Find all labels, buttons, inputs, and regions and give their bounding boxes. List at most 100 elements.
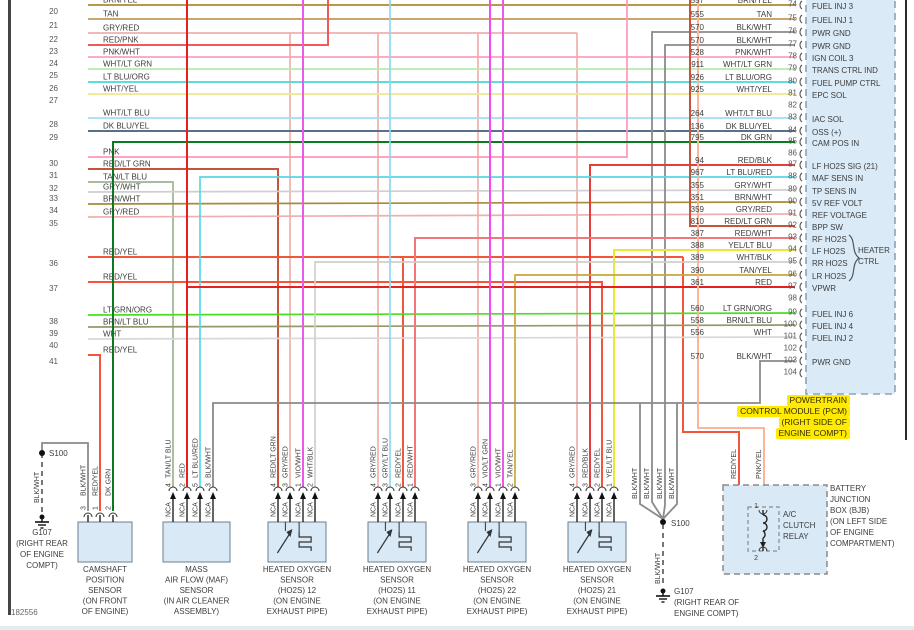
pcm-pin-label: FUEL INJ 4 bbox=[812, 322, 854, 331]
pcm-pin-number: 84 bbox=[788, 126, 797, 135]
o2-element-icon bbox=[398, 532, 412, 551]
wire bbox=[41, 442, 89, 511]
pcm-pin-number: 92 bbox=[788, 221, 797, 230]
sensor-pin-number: 1 bbox=[408, 483, 415, 487]
row-color-label: GRY/RED bbox=[103, 208, 140, 217]
sensor-pin-number: 2 bbox=[595, 483, 602, 487]
sensor-pin-color-label: RED/BLK bbox=[583, 448, 590, 478]
sensor-name: HEATED OXYGEN SENSOR (HO2S) 21 (ON ENGINE EX… bbox=[563, 565, 632, 616]
pcm-location-line: POWERTRAIN bbox=[786, 395, 850, 406]
pcm-wire-number: 967 bbox=[691, 168, 705, 177]
sensor-pin-number: 3 bbox=[471, 483, 478, 487]
pcm-pin-number: 76 bbox=[788, 27, 797, 36]
heater-arrow-icon bbox=[586, 529, 593, 537]
arrow-up-icon bbox=[487, 492, 493, 499]
pcm-wire-number: 351 bbox=[691, 193, 705, 202]
pcm-wire-number: 264 bbox=[691, 109, 705, 118]
pcm-pin-connector-icon bbox=[799, 270, 803, 280]
pcm-wire-color: TAN bbox=[757, 10, 773, 19]
row-number: 35 bbox=[49, 219, 58, 228]
pcm-pin-number: 93 bbox=[788, 233, 797, 242]
pcm-pin-label: IAC SOL bbox=[812, 115, 844, 124]
nca-label: NCA bbox=[193, 502, 200, 517]
nca-label: NCA bbox=[396, 502, 403, 517]
pcm-pin-label: PWR GND bbox=[812, 358, 851, 367]
pcm-pin-connector-icon bbox=[799, 160, 803, 170]
pcm-pin-connector-icon bbox=[799, 14, 803, 24]
pcm-pin-number: 97 bbox=[788, 282, 797, 291]
row-number: 37 bbox=[49, 284, 58, 293]
pcm-pin-label: FUEL INJ 1 bbox=[812, 16, 854, 25]
sensor-pin-connector-icon bbox=[298, 486, 308, 492]
heater-arrow-icon bbox=[386, 529, 393, 537]
sensor-pin-connector-icon bbox=[572, 486, 582, 492]
sensor-pin-color-label: WHT/BLK bbox=[308, 447, 315, 478]
pcm-wire-number: 911 bbox=[691, 60, 704, 69]
sensor-pin-connector-icon bbox=[182, 486, 192, 492]
sensor-pin-connector-icon bbox=[83, 512, 93, 518]
sensor-pin-connector-icon bbox=[285, 486, 295, 492]
row-number: 20 bbox=[49, 7, 58, 16]
sensor-pin-connector-icon bbox=[273, 486, 283, 492]
sensor-pin-number: 2 bbox=[106, 506, 113, 510]
sensor-pin-connector-icon bbox=[168, 486, 178, 492]
row-number: 34 bbox=[49, 206, 58, 215]
wire bbox=[589, 164, 795, 487]
pcm-wire-number: 570 bbox=[691, 23, 705, 32]
sensor-pin-connector-icon bbox=[597, 486, 607, 492]
nca-label: NCA bbox=[471, 502, 478, 517]
sensor-name: HEATED OXYGEN SENSOR (HO2S) 22 (ON ENGINE EX… bbox=[463, 565, 532, 616]
row-color-label: WHT bbox=[103, 330, 121, 339]
pcm-wire-color: LT BLU/ORG bbox=[725, 73, 772, 82]
arrow-up-icon bbox=[512, 492, 518, 499]
nca-label: NCA bbox=[371, 502, 378, 517]
pcm-pin-number: 86 bbox=[788, 149, 797, 158]
arrow-up-icon bbox=[287, 492, 293, 499]
sensor-pin-connector-icon bbox=[195, 486, 205, 492]
pcm-pin-connector-icon bbox=[799, 308, 803, 318]
nca-label: NCA bbox=[508, 502, 515, 517]
pcm-pin-connector-icon bbox=[799, 113, 803, 123]
o2-element-icon bbox=[298, 532, 312, 551]
heater-ctrl-bracket-icon bbox=[848, 234, 860, 282]
pcm-pin-label: 5V REF VOLT bbox=[812, 199, 863, 208]
row-color-label: TAN bbox=[103, 10, 119, 19]
splice-s100-icon bbox=[660, 519, 666, 525]
arrow-up-icon bbox=[210, 492, 216, 499]
pcm-wire-color: BRN/YEL bbox=[738, 0, 773, 5]
pcm-pin-label: MAF SENS IN bbox=[812, 174, 863, 183]
battery-junction-box-label: BATTERY JUNCTION BOX (BJB) (ON LEFT SIDE… bbox=[830, 484, 895, 548]
nca-label: NCA bbox=[595, 502, 602, 517]
sensor-pin-connector-icon bbox=[208, 486, 218, 492]
pcm-wire-color: RED bbox=[755, 278, 772, 287]
pcm-pin-label: BPP SW bbox=[812, 223, 843, 232]
sensor-pin-number: 4 bbox=[371, 483, 378, 487]
sensor-pin-color-label: TAN/YEL bbox=[508, 449, 515, 478]
row-color-label: PNK/WHT bbox=[103, 48, 140, 57]
pcm-wire-number: 359 bbox=[691, 205, 705, 214]
sensor-pin-color-label: RED bbox=[180, 463, 187, 478]
row-number: 27 bbox=[49, 96, 58, 105]
wire-color-label: BLK/WHT bbox=[657, 467, 664, 499]
pcm-wire-color: DK BLU/YEL bbox=[726, 122, 773, 131]
wire bbox=[697, 0, 765, 510]
pcm-pin-connector-icon bbox=[799, 282, 803, 292]
pcm-pin-number: 74 bbox=[788, 0, 797, 9]
pcm-pin-label: TP SENS IN bbox=[812, 187, 857, 196]
pcm-wire-number: 528 bbox=[691, 48, 705, 57]
pcm-pin-number: 102 bbox=[784, 344, 798, 353]
pcm-wire-color: PNK/WHT bbox=[735, 48, 772, 57]
sensor-pin-color-label: RED/LT GRN bbox=[271, 436, 278, 478]
sensor-pin-connector-icon bbox=[398, 486, 408, 492]
nca-label: NCA bbox=[408, 502, 415, 517]
row-number: 21 bbox=[49, 21, 58, 30]
sensor-box bbox=[267, 521, 327, 563]
pcm-wire-color: BLK/WHT bbox=[736, 36, 772, 45]
sensor-pin-number: 4 bbox=[271, 483, 278, 487]
pcm-box bbox=[805, 0, 896, 395]
pcm-pin-label: LR HO2S bbox=[812, 272, 846, 281]
sensor-pin-color-label: VIO/WHT bbox=[296, 447, 303, 478]
wire bbox=[639, 403, 664, 520]
wire bbox=[414, 237, 795, 487]
pcm-pin-label: OSS (+) bbox=[812, 128, 841, 137]
